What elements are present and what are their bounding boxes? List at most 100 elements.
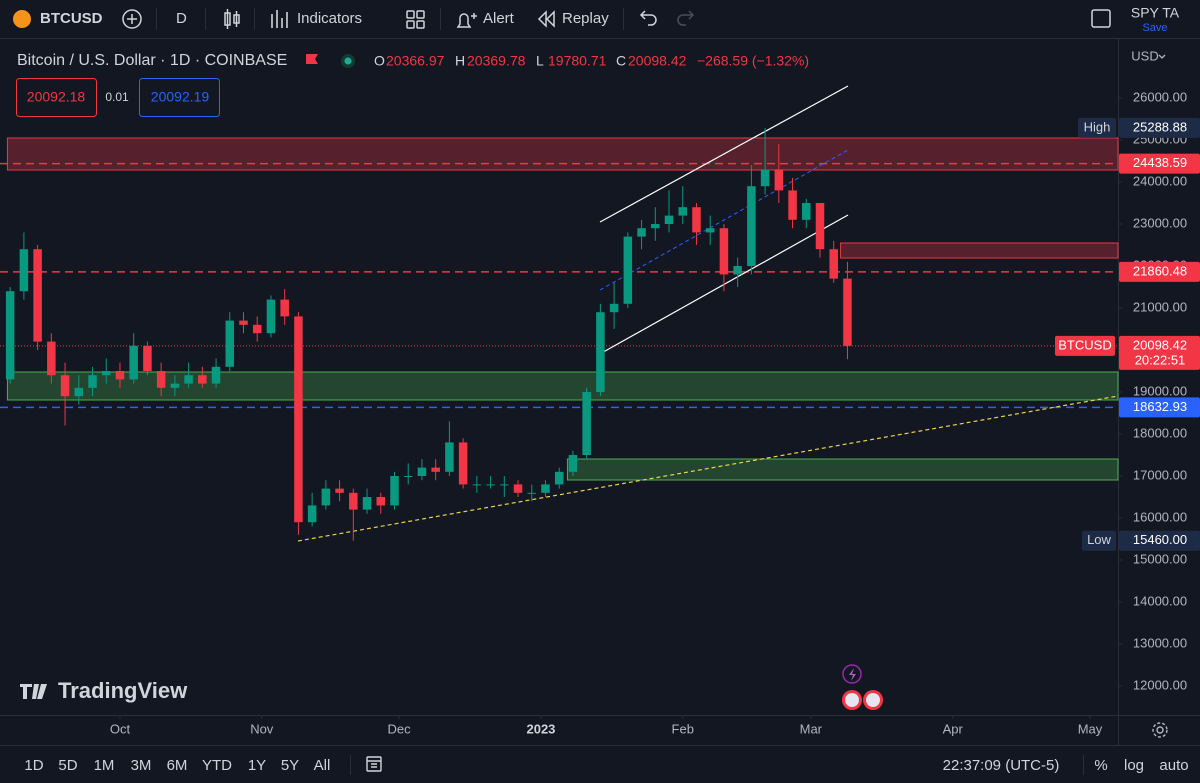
range-button[interactable]: 1M [94, 757, 115, 774]
candle-body [170, 383, 180, 388]
price-line-tag: 18632.93 [1133, 399, 1187, 414]
low-name-bg [1082, 530, 1116, 551]
low-tag-bg [1119, 530, 1200, 551]
goto-date-button[interactable] [366, 756, 382, 772]
candle-body [705, 228, 715, 233]
candle-body [637, 228, 646, 237]
y-tick-label: 16000.00 [1133, 509, 1187, 524]
y-tick-label: 13000.00 [1133, 635, 1187, 650]
redo-button[interactable] [677, 10, 695, 26]
save-button[interactable]: Save [1142, 22, 1167, 34]
candle-body [500, 484, 509, 486]
candle-body [321, 488, 331, 506]
candle-body [266, 299, 276, 334]
market-status-dot [344, 57, 352, 65]
fullscreen-button[interactable] [1091, 9, 1111, 28]
ask-price: 20092.19 [151, 89, 210, 105]
chart-type-button[interactable] [224, 9, 240, 29]
y-tick-label: 12000.00 [1133, 677, 1187, 692]
settings-button[interactable] [1152, 722, 1168, 738]
y-tick-label: 17000.00 [1133, 467, 1187, 482]
range-button[interactable]: All [314, 757, 331, 774]
replay-button[interactable]: Replay [562, 10, 609, 27]
compare-button[interactable] [122, 9, 142, 29]
percent-toggle[interactable]: % [1094, 757, 1107, 774]
range-button[interactable]: 5D [58, 757, 77, 774]
y-tick-label: 14000.00 [1133, 593, 1187, 608]
low-label: L [536, 53, 544, 69]
candle-body [19, 249, 29, 292]
compare-icon [127, 14, 137, 24]
high-value: 20369.78 [467, 53, 526, 69]
zone [840, 242, 1119, 259]
candle-body [843, 278, 852, 346]
candle-body [184, 375, 193, 384]
candle-body [541, 484, 550, 493]
candle-body [609, 303, 619, 313]
candle-body [623, 236, 633, 304]
replay-icon [537, 10, 555, 28]
range-button[interactable]: 5Y [281, 757, 299, 774]
candle-body [788, 190, 797, 220]
candle-body [239, 320, 248, 325]
bottom-bar: 22:37:09 (UTC-5) % log auto 1D 5D 1M 3M 6M YT… [24, 755, 1189, 775]
high-tag: 25288.88 [1133, 119, 1187, 134]
candle-body [307, 505, 317, 523]
candle-body [472, 484, 482, 486]
sell-button[interactable] [16, 78, 97, 117]
indicators-button[interactable]: Indicators [297, 10, 362, 27]
log-toggle[interactable]: log [1124, 757, 1144, 774]
close-value: 20098.42 [628, 53, 687, 69]
alert-button[interactable]: Alert [483, 10, 515, 27]
channel-lower [597, 214, 849, 356]
candle-body [252, 324, 262, 334]
candle-body [733, 266, 742, 275]
range-button[interactable]: 1D [24, 757, 43, 774]
flag-icon[interactable] [306, 54, 318, 64]
last-price-tag: 20098.42 [1133, 337, 1187, 352]
watermark-text: TradingView [58, 678, 188, 703]
clock[interactable]: 22:37:09 (UTC-5) [943, 757, 1060, 774]
range-button[interactable]: 1Y [248, 757, 266, 774]
layout-name[interactable]: SPY TA [1131, 5, 1180, 21]
last-price-tag-bg [1119, 335, 1200, 370]
zone [6, 137, 1119, 171]
trendlines [297, 85, 1119, 542]
auto-toggle[interactable]: auto [1159, 757, 1188, 774]
open-value: 20366.97 [386, 53, 445, 69]
candle-body [513, 484, 523, 493]
candle-body [568, 455, 578, 472]
range-button[interactable]: YTD [202, 757, 232, 774]
price-lines [0, 162, 1118, 409]
high-tag-bg [1119, 117, 1200, 138]
countdown: 20:22:51 [1135, 352, 1186, 367]
candle-body [678, 207, 687, 216]
buy-button[interactable] [139, 78, 220, 117]
event-icon [849, 668, 856, 681]
low-value: 19780.71 [548, 53, 607, 69]
candle-body [349, 492, 358, 510]
time-axis: Oct Nov Dec 2023 Feb Mar Apr May [110, 715, 1103, 736]
candle-body [335, 488, 344, 493]
candle-body [390, 476, 399, 506]
undo-button[interactable] [639, 10, 657, 26]
interval-button[interactable]: D [176, 10, 187, 27]
currency-button[interactable]: USD [1131, 48, 1158, 63]
range-button[interactable]: 3M [131, 757, 152, 774]
x-tick-label: Dec [387, 721, 411, 736]
y-tick-label: 21000.00 [1133, 299, 1187, 314]
x-tick-label: Nov [250, 721, 274, 736]
low-name: Low [1087, 532, 1111, 547]
candle-body [829, 249, 838, 279]
candle-body [664, 215, 674, 225]
symbol-button[interactable]: BTCUSD [40, 10, 103, 27]
candle-body [143, 345, 152, 372]
range-button[interactable]: 6M [167, 757, 188, 774]
candle-body [115, 371, 125, 380]
legend: Bitcoin / U.S. Dollar · 1D · COINBASE O … [16, 52, 809, 117]
legend-title: Bitcoin / U.S. Dollar · 1D · COINBASE [17, 52, 287, 69]
symbol-tag-bg [1055, 335, 1115, 356]
candle-body [747, 186, 756, 267]
symbol-tag: BTCUSD [1058, 337, 1111, 352]
layout-button[interactable] [406, 10, 425, 29]
